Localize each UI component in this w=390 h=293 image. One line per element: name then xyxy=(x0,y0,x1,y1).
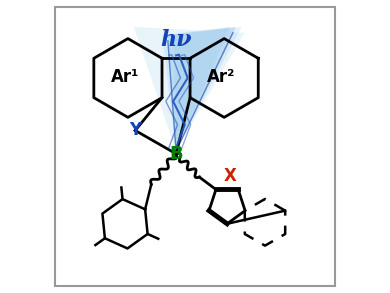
Text: hν: hν xyxy=(160,29,192,51)
Text: Ar¹: Ar¹ xyxy=(111,67,139,86)
Text: Ar²: Ar² xyxy=(207,67,236,86)
Text: X: X xyxy=(223,167,236,185)
Polygon shape xyxy=(174,27,242,151)
Text: Y: Y xyxy=(129,122,141,139)
Polygon shape xyxy=(134,27,245,151)
Text: B: B xyxy=(169,145,183,163)
Polygon shape xyxy=(168,27,236,151)
Polygon shape xyxy=(162,27,230,151)
